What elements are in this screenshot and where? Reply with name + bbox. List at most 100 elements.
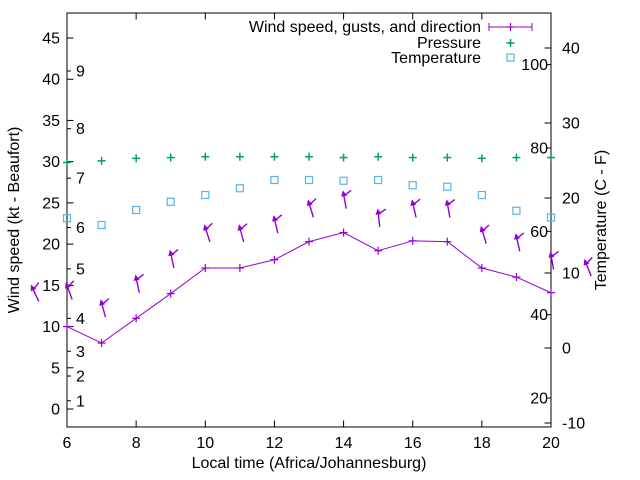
- barb-head: [583, 259, 590, 266]
- barb-head: [444, 199, 451, 206]
- kt-tick-label: 5: [51, 360, 60, 377]
- barb-shaft: [584, 261, 592, 277]
- y-right-labels: -10 0 10 20 30 40: [562, 41, 585, 433]
- kt-tick-label: 10: [42, 319, 60, 336]
- kt-tick-label: 45: [42, 31, 60, 48]
- kt-tick-label: 15: [42, 278, 60, 295]
- fahrenheit-label: 100: [521, 57, 548, 74]
- x-tick-label: 18: [473, 435, 491, 452]
- beaufort-label: 3: [76, 344, 85, 361]
- barb-head: [548, 251, 555, 258]
- barb-shaft: [135, 277, 140, 293]
- barb-shaft: [412, 202, 417, 218]
- barb-shaft: [170, 253, 175, 268]
- temperature-point: [512, 206, 521, 215]
- wind-barb: [168, 249, 179, 268]
- beaufort-label: 8: [76, 121, 85, 138]
- barb-head: [514, 233, 520, 240]
- x-tick-label: 10: [196, 435, 214, 452]
- wind-barb: [514, 232, 525, 252]
- kt-tick-label: 0: [51, 402, 60, 419]
- wind-barb: [203, 222, 213, 243]
- chart-generated-layer: 6 8 10 12 14 16 18 2005101520253035404512345678…: [30, 12, 593, 452]
- barb-head: [306, 199, 313, 207]
- wind-barb: [272, 214, 283, 234]
- fahrenheit-label: 20: [530, 391, 548, 408]
- beaufort-label: 2: [76, 369, 85, 386]
- wind-speed-series: [63, 228, 555, 348]
- y-right-axis-title: Temperature (C - F): [593, 150, 610, 290]
- barb-head: [410, 199, 417, 207]
- fahrenheit-label: 60: [530, 224, 548, 241]
- beaufort-label: 1: [76, 393, 85, 410]
- temperature-point: [62, 214, 72, 223]
- wind-barb: [237, 223, 248, 243]
- barb-head: [133, 274, 140, 281]
- barb-head: [30, 284, 37, 292]
- temperature-point: [408, 181, 417, 190]
- barb-shaft: [100, 302, 107, 318]
- celsius-tick-label: -10: [562, 416, 585, 433]
- x-tick-label: 14: [335, 435, 353, 452]
- barb-head: [99, 299, 106, 306]
- x-axis-title: Local time (Africa/Johannesburg): [192, 455, 427, 472]
- temperature-series: [62, 175, 556, 230]
- x-tick-label: 6: [63, 435, 72, 452]
- barb-head: [341, 190, 347, 197]
- barb-shaft: [515, 236, 521, 252]
- celsius-tick-label: 40: [562, 41, 580, 58]
- barb-head: [65, 282, 71, 289]
- barb-head: [272, 215, 278, 222]
- kt-tick-label: 25: [42, 195, 60, 212]
- temperature-point: [374, 175, 383, 185]
- legend-temperature-sample: [506, 53, 515, 62]
- beaufort-label: 5: [76, 261, 85, 278]
- fahrenheit-label: 40: [530, 307, 548, 324]
- temperature-point: [97, 220, 106, 230]
- fahrenheit-label: 80: [530, 140, 548, 157]
- barb-head: [375, 208, 382, 215]
- wind-barb: [444, 198, 456, 218]
- wind-barb: [306, 198, 317, 218]
- celsius-tick-label: 0: [562, 341, 571, 358]
- temperature-point: [270, 175, 279, 185]
- y-left-axis-title: Wind speed (kt - Beaufort): [6, 127, 23, 314]
- temperature-point: [201, 190, 210, 200]
- beaufort-label: 7: [76, 171, 85, 188]
- celsius-tick-label: 30: [562, 116, 580, 133]
- celsius-tick-label: 20: [562, 191, 580, 208]
- beaufort-label: 4: [76, 311, 85, 328]
- wind-barb: [410, 198, 421, 218]
- temperature-point: [132, 205, 141, 215]
- beaufort-scale: 1 2 3 4 5 6 7 8 9: [67, 63, 85, 410]
- x-axis-labels: 6 8 10 12 14 16 18 20: [63, 435, 560, 452]
- kt-tick-label: 20: [42, 237, 60, 254]
- beaufort-label: 6: [76, 220, 85, 237]
- wind-barb: [341, 189, 352, 209]
- y-left-labels: 0 5 10 15 20 25 30 35 40 45: [42, 31, 60, 419]
- x-tick-label: 20: [542, 435, 560, 452]
- legend: [488, 23, 533, 62]
- beaufort-label: 9: [76, 63, 85, 80]
- temperature-point: [546, 213, 556, 222]
- legend-label-pressure: Pressure: [417, 35, 481, 52]
- y-right-ticks: [544, 47, 551, 424]
- plot-frame: [66, 12, 552, 428]
- wind-barb: [548, 250, 559, 270]
- temperature-point: [235, 184, 244, 193]
- barb-shaft: [550, 254, 555, 270]
- x-tick-label: 12: [266, 435, 284, 452]
- temperature-point: [477, 190, 486, 200]
- temperature-point: [166, 197, 175, 206]
- celsius-tick-label: 10: [562, 266, 580, 283]
- fahrenheit-scale: 20 40 60 80 100: [521, 57, 551, 408]
- wind-barb: [99, 298, 110, 318]
- temperature-point: [339, 176, 348, 185]
- barb-shaft: [31, 287, 40, 302]
- temperature-point: [304, 175, 314, 185]
- barb-head: [203, 224, 209, 231]
- y-left-ticks: [67, 37, 74, 410]
- temperature-point: [443, 182, 452, 191]
